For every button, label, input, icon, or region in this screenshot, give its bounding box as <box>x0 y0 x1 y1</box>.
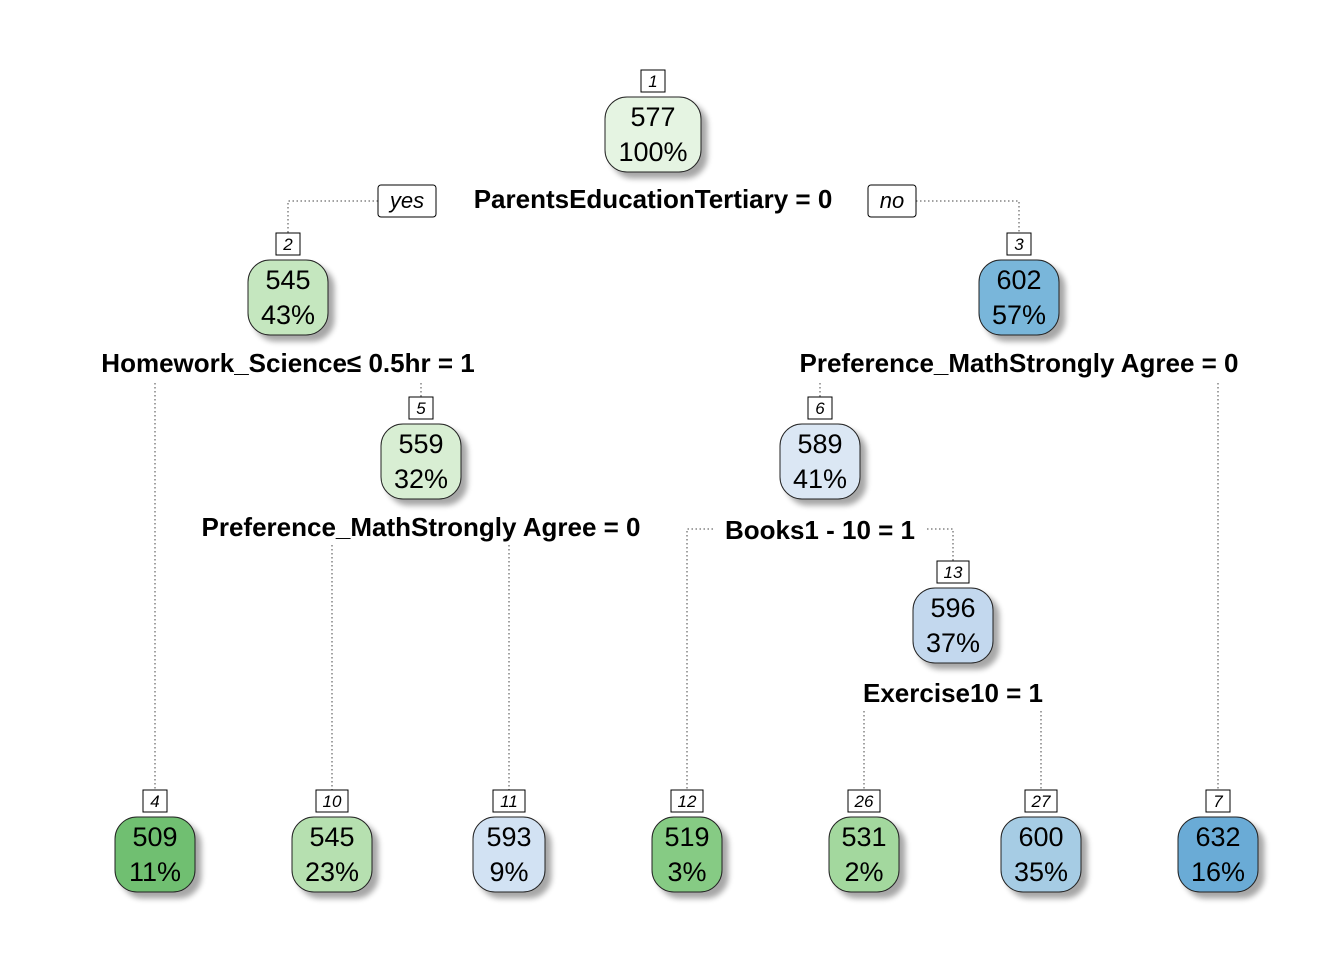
node-value: 593 <box>486 822 531 852</box>
node-index-box <box>847 789 881 813</box>
tree-node-3: 3 602 57% <box>978 232 1060 336</box>
edge-1-3 <box>916 200 1020 236</box>
node-index: 3 <box>1014 235 1024 254</box>
node-percent: 35% <box>1014 857 1068 887</box>
node-box <box>651 816 723 893</box>
node-percent: 37% <box>926 628 980 658</box>
node-value: 519 <box>664 822 709 852</box>
node-box <box>380 423 462 500</box>
node-index: 13 <box>944 563 963 582</box>
tree-node-4: 4 509 11% <box>114 789 196 893</box>
node-box <box>779 423 861 500</box>
node-index-box <box>807 396 833 420</box>
node-value: 509 <box>132 822 177 852</box>
node-box <box>247 259 329 336</box>
node-index: 5 <box>416 399 426 418</box>
no-label-box <box>867 184 917 218</box>
split-label-node-6: Books1 - 10 = 1 <box>725 515 915 545</box>
node-index-box <box>275 232 301 256</box>
node-index-box <box>142 789 168 813</box>
tree-node-11: 11 593 9% <box>472 789 546 893</box>
split-label-node-3: Preference_MathStrongly Agree = 0 <box>799 348 1238 378</box>
node-box <box>291 816 373 893</box>
tree-node-12: 12 519 3% <box>651 789 723 893</box>
tree-node-10: 10 545 23% <box>291 789 373 893</box>
tree-node-2: 2 545 43% <box>247 232 329 336</box>
node-percent: 23% <box>305 857 359 887</box>
node-box <box>114 816 196 893</box>
node-value: 545 <box>309 822 354 852</box>
node-percent: 43% <box>261 300 315 330</box>
node-box <box>1000 816 1082 893</box>
node-box <box>978 259 1060 336</box>
node-index-box <box>1024 789 1058 813</box>
node-index-box <box>408 396 434 420</box>
tree-node-5: 5 559 32% <box>380 396 462 500</box>
node-index: 6 <box>815 399 825 418</box>
node-value: 531 <box>841 822 886 852</box>
tree-node-6: 6 589 41% <box>779 396 861 500</box>
node-index: 7 <box>1213 792 1223 811</box>
tree-node-7: 7 632 16% <box>1177 789 1259 893</box>
node-box <box>912 587 994 664</box>
node-percent: 11% <box>129 857 181 887</box>
node-percent: 41% <box>793 464 847 494</box>
node-percent: 100% <box>618 137 687 167</box>
edge-1-2 <box>287 200 378 236</box>
node-index: 1 <box>648 72 657 91</box>
split-label-node-1: ParentsEducationTertiary = 0 <box>474 184 833 214</box>
yes-label: yes <box>388 188 424 213</box>
node-box <box>472 816 546 893</box>
node-index: 12 <box>678 792 697 811</box>
tree-node-26: 26 531 2% <box>828 789 900 893</box>
edge-6-13 <box>927 528 954 563</box>
node-percent: 32% <box>394 464 448 494</box>
tree-node-13: 13 596 37% <box>912 560 994 664</box>
node-value: 577 <box>630 102 675 132</box>
node-index: 10 <box>323 792 342 811</box>
node-index: 11 <box>500 792 518 811</box>
node-index-box <box>1205 789 1231 813</box>
edge-6-12 <box>686 528 713 793</box>
node-index-box <box>670 789 704 813</box>
node-value: 600 <box>1018 822 1063 852</box>
tree-node-27: 27 600 35% <box>1000 789 1082 893</box>
node-box <box>828 816 900 893</box>
node-value: 545 <box>265 265 310 295</box>
no-label: no <box>880 188 904 213</box>
node-index: 2 <box>282 235 293 254</box>
node-percent: 57% <box>992 300 1046 330</box>
node-index-box <box>1006 232 1032 256</box>
node-index-box <box>936 560 970 584</box>
node-value: 589 <box>797 429 842 459</box>
split-label-node-5: Preference_MathStrongly Agree = 0 <box>201 512 640 542</box>
node-percent: 2% <box>844 857 883 887</box>
node-percent: 9% <box>489 857 528 887</box>
node-index-box <box>492 789 526 813</box>
node-percent: 3% <box>667 857 706 887</box>
node-index-box <box>315 789 349 813</box>
node-value: 632 <box>1195 822 1240 852</box>
node-index-box <box>640 69 666 93</box>
node-index: 26 <box>854 792 874 811</box>
node-percent: 16% <box>1191 857 1245 887</box>
node-index: 27 <box>1031 792 1051 811</box>
node-box <box>1177 816 1259 893</box>
node-box <box>604 96 702 173</box>
split-label-node-13: Exercise10 = 1 <box>863 678 1043 708</box>
node-value: 559 <box>398 429 443 459</box>
node-value: 602 <box>996 265 1041 295</box>
node-value: 596 <box>930 593 975 623</box>
node-index: 4 <box>150 792 159 811</box>
split-label-node-2: Homework_Science≤ 0.5hr = 1 <box>101 348 474 378</box>
tree-node-1: 1 577 100% <box>604 69 702 173</box>
yes-label-box <box>377 184 437 218</box>
